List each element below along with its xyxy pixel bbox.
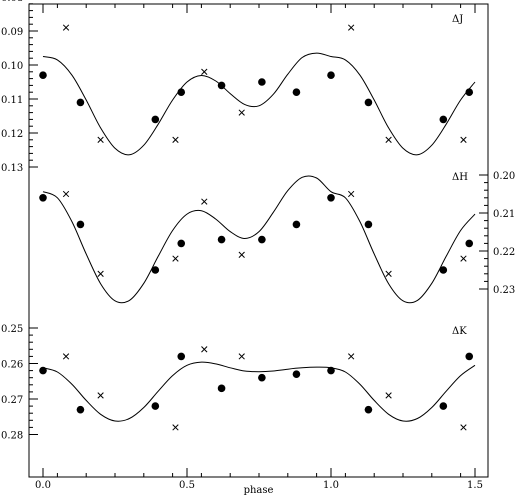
data-point-cross xyxy=(97,136,104,143)
data-point-cross xyxy=(201,346,208,353)
model-curve xyxy=(42,361,476,422)
data-point-cross xyxy=(172,136,179,143)
data-point-filled xyxy=(151,115,160,124)
data-point-cross xyxy=(348,190,355,198)
data-point-filled xyxy=(76,98,85,107)
data-point-filled xyxy=(39,366,47,375)
data-point-cross xyxy=(238,251,245,258)
y-tick-label: 0.20 xyxy=(493,171,515,182)
data-point-filled xyxy=(439,115,448,124)
data-point-filled xyxy=(439,402,448,410)
data-point-cross xyxy=(62,190,70,198)
y-tick-label: 0.08 xyxy=(1,0,23,4)
data-point-filled xyxy=(217,384,226,393)
y-tick-label: 0.27 xyxy=(1,395,23,406)
data-point-filled xyxy=(439,266,448,274)
data-point-filled xyxy=(217,235,226,244)
y-tick-label: 0.25 xyxy=(1,324,23,335)
data-point-filled xyxy=(217,81,226,90)
data-point-filled xyxy=(151,402,160,410)
x-axis-title: phase xyxy=(244,485,274,496)
y-tick-label: 0.09 xyxy=(1,27,23,38)
y-tick-label: 0.12 xyxy=(1,129,23,140)
data-point-filled xyxy=(364,220,373,229)
data-point-cross xyxy=(460,255,467,262)
tick-layer xyxy=(29,3,488,477)
data-point-cross xyxy=(385,392,392,399)
data-point-filled xyxy=(258,373,266,382)
data-point-cross xyxy=(62,353,70,360)
data-point-cross xyxy=(201,68,208,75)
data-point-cross xyxy=(172,424,179,431)
y-tick-label: 0.21 xyxy=(493,209,515,220)
data-point-filled xyxy=(151,266,160,274)
y-tick-label: 0.28 xyxy=(1,431,23,442)
data-point-filled xyxy=(177,88,186,96)
data-point-filled xyxy=(327,194,335,202)
data-point-cross xyxy=(460,136,467,143)
data-point-cross xyxy=(172,255,179,262)
data-point-cross xyxy=(238,353,245,360)
data-point-filled xyxy=(292,370,301,378)
data-point-filled xyxy=(258,235,266,244)
data-point-filled xyxy=(39,194,47,202)
data-point-filled xyxy=(465,352,474,361)
data-point-filled xyxy=(292,220,301,229)
data-point-cross xyxy=(97,270,104,277)
data-point-cross xyxy=(385,136,392,143)
data-point-cross xyxy=(97,392,104,399)
data-point-cross xyxy=(238,109,245,116)
y-tick-label: 0.22 xyxy=(493,247,515,258)
y-tick-label: 0.26 xyxy=(1,360,23,371)
y-tick-label: 0.10 xyxy=(1,61,23,72)
x-tick-label: 0.0 xyxy=(35,480,51,491)
data-point-cross xyxy=(348,24,355,31)
y-tick-label: 0.13 xyxy=(1,163,23,174)
panel-label: ΔJ xyxy=(452,14,463,25)
x-tick-label: 1.0 xyxy=(323,480,339,491)
data-point-filled xyxy=(177,239,186,248)
data-point-filled xyxy=(465,88,474,96)
points-layer xyxy=(39,24,474,431)
panel-label: ΔK xyxy=(452,326,467,337)
x-tick-label: 0.5 xyxy=(179,480,195,491)
data-point-filled xyxy=(327,366,335,375)
data-point-cross xyxy=(348,353,355,360)
data-point-filled xyxy=(292,88,301,96)
data-point-filled xyxy=(327,71,335,79)
data-point-cross xyxy=(62,24,70,31)
y-tick-label: 0.11 xyxy=(1,95,23,106)
data-point-filled xyxy=(364,405,373,414)
data-point-filled xyxy=(39,71,47,79)
data-point-filled xyxy=(258,78,266,86)
data-point-cross xyxy=(201,198,208,205)
data-point-filled xyxy=(76,220,85,229)
panel-label: ΔH xyxy=(452,172,468,183)
data-point-cross xyxy=(385,270,392,277)
model-curve xyxy=(42,175,476,304)
data-point-filled xyxy=(177,352,186,361)
data-point-filled xyxy=(76,405,85,414)
model-curve xyxy=(42,52,476,156)
data-point-filled xyxy=(364,98,373,107)
curve-layer xyxy=(42,52,476,422)
y-tick-label: 0.23 xyxy=(493,285,515,296)
x-tick-label: 1.5 xyxy=(467,480,483,491)
data-point-filled xyxy=(465,239,474,248)
data-point-cross xyxy=(460,424,467,431)
